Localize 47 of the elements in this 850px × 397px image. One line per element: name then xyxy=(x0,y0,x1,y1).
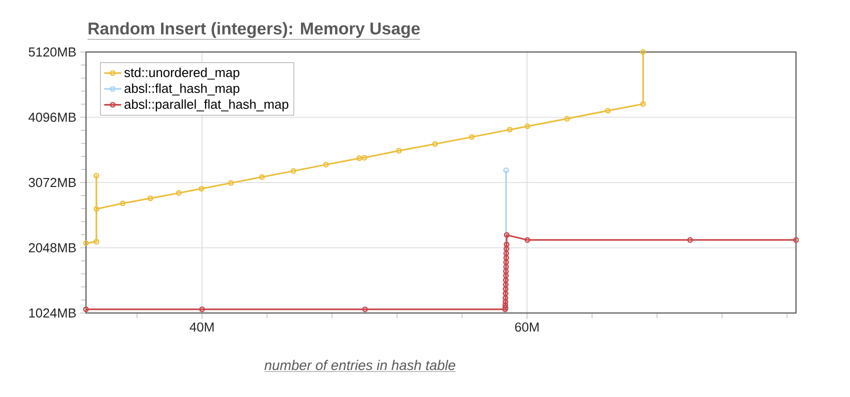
point xyxy=(176,190,182,196)
legend-label: absl::parallel_flat_hash_map xyxy=(124,99,288,112)
y-tick-label: 5120MB xyxy=(28,47,76,57)
point xyxy=(94,172,100,179)
x-tick-label: 40M xyxy=(190,322,214,332)
point xyxy=(94,206,100,212)
point xyxy=(148,195,154,202)
point xyxy=(504,242,510,248)
point xyxy=(198,186,204,192)
point xyxy=(432,141,438,147)
point xyxy=(290,168,296,174)
point xyxy=(356,155,362,162)
point xyxy=(506,126,513,133)
x-axis-title: number of entries in hash table xyxy=(264,360,456,370)
point xyxy=(524,123,530,130)
point xyxy=(120,200,126,206)
point xyxy=(502,282,509,288)
legend-label: absl::flat_hash_map xyxy=(124,83,240,96)
y-tick-label: 1024MB xyxy=(29,308,76,318)
point xyxy=(502,290,508,296)
x-tick-label: 60M xyxy=(515,322,539,332)
chart-title: Random Insert (integers): Memory Usage xyxy=(88,22,420,38)
point xyxy=(362,154,368,161)
point xyxy=(259,174,265,180)
point xyxy=(468,134,475,140)
point xyxy=(94,238,100,245)
point xyxy=(504,246,510,252)
point xyxy=(502,302,508,308)
point xyxy=(640,101,646,107)
point xyxy=(228,180,234,186)
y-tick-label: 4096MB xyxy=(28,112,76,122)
point xyxy=(362,306,368,312)
point xyxy=(502,286,508,292)
point xyxy=(502,295,508,301)
point xyxy=(564,116,570,122)
point xyxy=(502,298,508,305)
point xyxy=(687,237,693,243)
point xyxy=(323,162,329,168)
point xyxy=(502,277,509,283)
point xyxy=(524,237,530,243)
point xyxy=(199,306,205,312)
y-tick-label: 2048MB xyxy=(28,243,76,252)
point xyxy=(504,232,510,238)
y-tick-label: 3072MB xyxy=(28,178,76,188)
point xyxy=(604,108,611,114)
point xyxy=(396,148,402,154)
legend-label: std::unordered_map xyxy=(124,68,240,80)
